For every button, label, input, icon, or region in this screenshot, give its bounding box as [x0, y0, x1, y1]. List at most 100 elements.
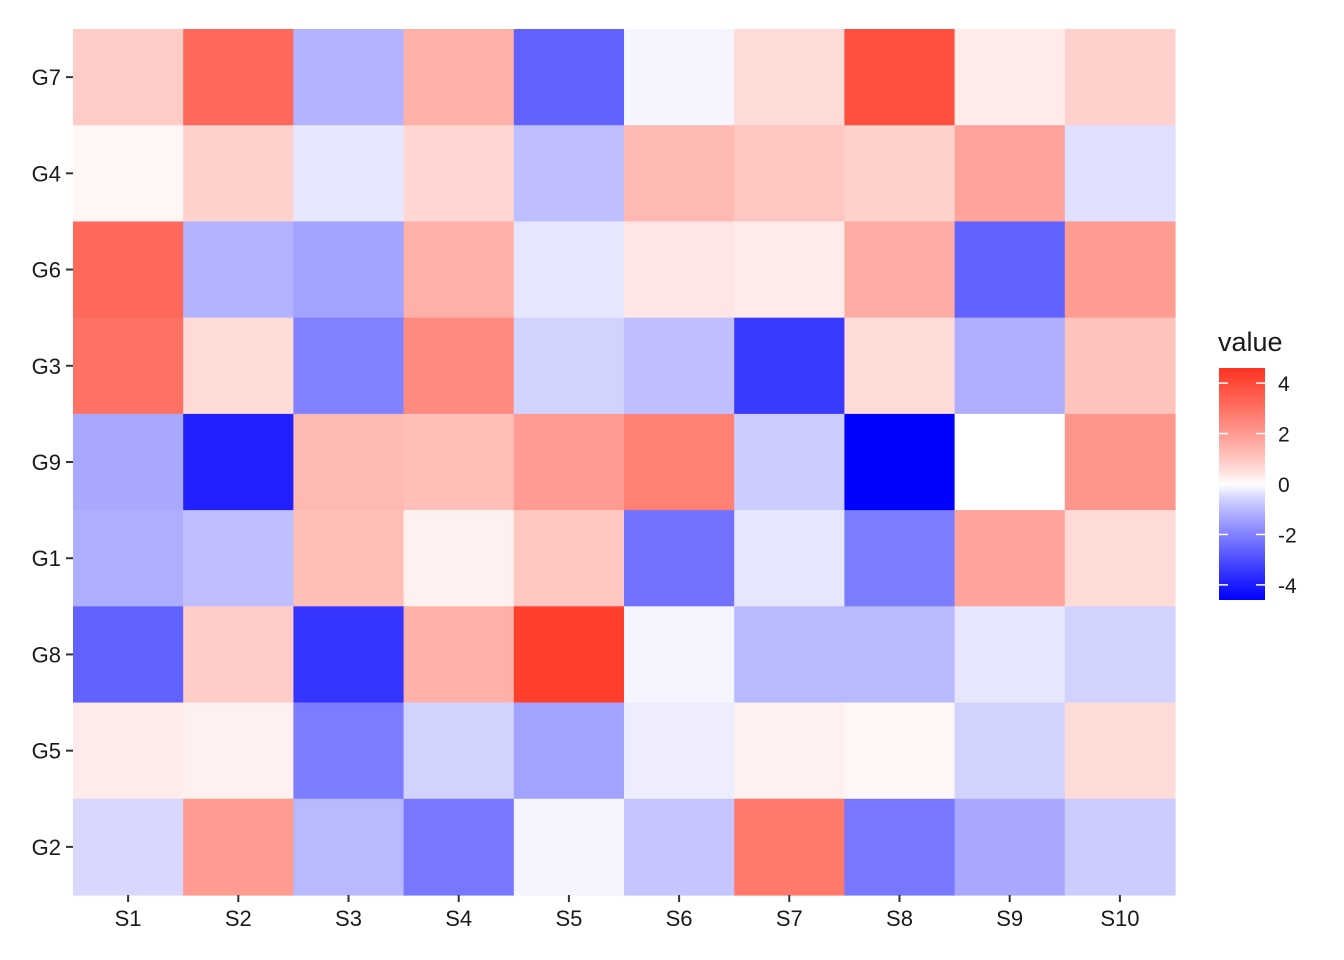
- heatmap-cell-G2-S3: [293, 798, 405, 896]
- heatmap-cell-G7-S3: [293, 29, 405, 126]
- x-tick-label: S8: [886, 906, 913, 931]
- heatmap-cell-G6-S7: [734, 221, 845, 319]
- heatmap-cell-G5-S8: [844, 702, 956, 800]
- heatmap-cell-G6-S10: [1064, 221, 1176, 319]
- legend: value 4 2 0 -2 -4: [1218, 327, 1297, 600]
- x-tick-label: S6: [666, 906, 693, 931]
- heatmap-cell-G4-S6: [624, 125, 735, 223]
- heatmap-cell-G2-S2: [183, 798, 294, 896]
- heatmap-cell-G3-S2: [183, 317, 294, 415]
- heatmap-cell-G8-S8: [844, 606, 956, 704]
- x-tick-label: S1: [115, 906, 142, 931]
- heatmap-cell-G7-S8: [844, 29, 956, 126]
- heatmap-cell-G6-S3: [293, 221, 405, 319]
- y-tick-label: G2: [32, 835, 61, 860]
- heatmap-cell-G6-S5: [513, 221, 625, 319]
- x-axis: S1 S2 S3 S4 S5 S6 S7 S8 S9 S10: [115, 895, 1139, 931]
- legend-title: value: [1218, 327, 1283, 357]
- heatmap-cell-G7-S9: [954, 29, 1066, 126]
- heatmap-cell-G6-S1: [73, 221, 184, 319]
- heatmap-cell-G2-S10: [1064, 798, 1176, 896]
- heatmap-cell-G2-S7: [734, 798, 845, 896]
- y-tick-label: G4: [32, 161, 61, 186]
- heatmap-cell-G3-S4: [403, 317, 515, 415]
- x-tick-label: S10: [1100, 906, 1139, 931]
- heatmap-cell-G1-S6: [624, 510, 735, 607]
- x-tick-label: S3: [335, 906, 362, 931]
- heatmap-cell-G6-S8: [844, 221, 956, 319]
- heatmap-cell-G8-S1: [73, 606, 184, 704]
- heatmap-cell-G4-S3: [293, 125, 405, 223]
- heatmap-cell-G2-S5: [513, 798, 625, 896]
- y-tick-label: G3: [32, 354, 61, 379]
- y-tick-label: G5: [32, 739, 61, 764]
- heatmap-cell-G9-S3: [293, 413, 405, 511]
- heatmap-cell-G5-S3: [293, 702, 405, 800]
- heatmap-cell-G6-S4: [403, 221, 515, 319]
- heatmap-cell-G5-S4: [403, 702, 515, 800]
- legend-tick-label: 4: [1278, 373, 1290, 396]
- heatmap-cell-G9-S1: [73, 413, 184, 511]
- heatmap-cell-G4-S4: [403, 125, 515, 223]
- y-tick-label: G7: [32, 65, 61, 90]
- heatmap-cell-G1-S7: [734, 510, 845, 607]
- heatmap-cell-G3-S8: [844, 317, 956, 415]
- heatmap-cell-G8-S7: [734, 606, 845, 704]
- heatmap-cell-G8-S9: [954, 606, 1066, 704]
- heatmap-cell-G8-S5: [513, 606, 625, 704]
- heatmap-cell-G8-S10: [1064, 606, 1176, 704]
- y-axis: G7 G4 G6 G3 G9 G1 G8 G5 G2: [32, 65, 73, 860]
- heatmap-cell-G9-S9: [954, 413, 1066, 511]
- heatmap-cell-G4-S1: [73, 125, 184, 223]
- heatmap-cell-G5-S5: [513, 702, 625, 800]
- heatmap-cell-G4-S9: [954, 125, 1066, 223]
- x-tick-label: S7: [776, 906, 803, 931]
- heatmap-cell-G4-S8: [844, 125, 956, 223]
- heatmap-cell-G3-S1: [73, 317, 184, 415]
- heatmap-cell-G7-S7: [734, 29, 845, 126]
- heatmap-cell-G7-S10: [1064, 29, 1176, 126]
- heatmap-cell-G5-S2: [183, 702, 294, 800]
- legend-tick-label: -2: [1278, 524, 1297, 547]
- heatmap-cell-G4-S7: [734, 125, 845, 223]
- legend-tick-label: 2: [1278, 424, 1290, 447]
- heatmap-cell-G5-S9: [954, 702, 1066, 800]
- heatmap-cell-G9-S2: [183, 413, 294, 511]
- heatmap-cell-G5-S6: [624, 702, 735, 800]
- heatmap-cell-G1-S10: [1064, 510, 1176, 607]
- heatmap-cell-G1-S5: [513, 510, 625, 607]
- heatmap-cell-G5-S1: [73, 702, 184, 800]
- x-tick-label: S2: [225, 906, 252, 931]
- heatmap-cell-G7-S1: [73, 29, 184, 126]
- heatmap-cell-G9-S5: [513, 413, 625, 511]
- heatmap-cell-G4-S10: [1064, 125, 1176, 223]
- heatmap-cell-G2-S4: [403, 798, 515, 896]
- heatmap-cell-G9-S4: [403, 413, 515, 511]
- heatmap-cell-G8-S2: [183, 606, 294, 704]
- heatmap-cell-G7-S5: [513, 29, 625, 126]
- heatmap-cell-G9-S10: [1064, 413, 1176, 511]
- heatmap-cell-G4-S2: [183, 125, 294, 223]
- y-tick-label: G9: [32, 450, 61, 475]
- heatmap-cell-G7-S4: [403, 29, 515, 126]
- legend-tick-label: 0: [1278, 474, 1290, 497]
- legend-tick-label: -4: [1278, 575, 1297, 598]
- y-tick-label: G8: [32, 642, 61, 667]
- heatmap-cell-G2-S1: [73, 798, 184, 896]
- heatmap-cell-G1-S3: [293, 510, 405, 607]
- x-tick-label: S5: [555, 906, 582, 931]
- heatmap-cell-G3-S6: [624, 317, 735, 415]
- heatmap-cell-G3-S3: [293, 317, 405, 415]
- heatmap-cell-G5-S10: [1064, 702, 1176, 800]
- heatmap-cell-G8-S4: [403, 606, 515, 704]
- heatmap-cell-G3-S10: [1064, 317, 1176, 415]
- heatmap-cell-G3-S5: [513, 317, 625, 415]
- heatmap-cell-G3-S9: [954, 317, 1066, 415]
- heatmap-cell-G3-S7: [734, 317, 845, 415]
- heatmap-cell-G9-S6: [624, 413, 735, 511]
- heatmap-cell-G2-S8: [844, 798, 956, 896]
- heatmap-cell-G1-S2: [183, 510, 294, 607]
- heatmap-cell-G1-S1: [73, 510, 184, 607]
- heatmap-cell-G2-S6: [624, 798, 735, 896]
